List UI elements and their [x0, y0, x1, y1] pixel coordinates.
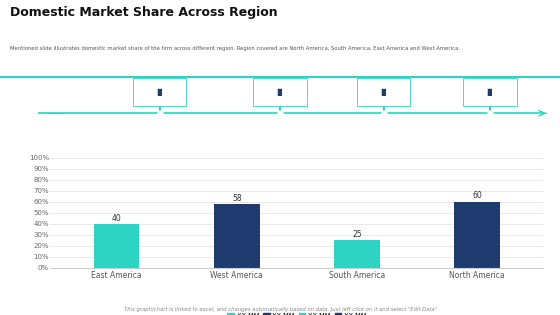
Text: 58: 58 [232, 194, 241, 203]
Text: ▐▌: ▐▌ [378, 89, 389, 95]
Text: ▐▌: ▐▌ [484, 89, 496, 95]
Bar [454, 202, 500, 268]
Text: Mentioned slide illustrates domestic market share of the firm across different r: Mentioned slide illustrates domestic mar… [10, 46, 460, 51]
Bar [334, 240, 380, 268]
Bar [94, 224, 139, 268]
Legend: XX MM, XX MM, XX MM, XX MM: XX MM, XX MM, XX MM, XX MM [225, 310, 369, 315]
Text: 40: 40 [111, 214, 122, 222]
Text: ▐▌: ▐▌ [154, 89, 165, 95]
Text: Text Here: Text Here [371, 120, 396, 125]
FancyBboxPatch shape [357, 78, 410, 106]
Bar [214, 204, 259, 268]
FancyBboxPatch shape [464, 78, 516, 106]
Text: Text Here: Text Here [267, 120, 293, 125]
Text: ~~~~: ~~~~ [48, 111, 66, 116]
Text: Domestic Market Share Across Region: Domestic Market Share Across Region [10, 6, 278, 19]
Text: Key
Takeaways: Key Takeaways [12, 91, 59, 112]
Text: This graph/chart is linked to excel, and changes automatically based on data. Ju: This graph/chart is linked to excel, and… [124, 307, 436, 312]
Text: ▐▌: ▐▌ [274, 89, 286, 95]
FancyBboxPatch shape [253, 78, 306, 106]
Text: ABC firm covers the highest
market share(60%) in North
America and lowest market: ABC firm covers the highest market share… [123, 120, 196, 139]
Text: Text Here: Text Here [477, 120, 503, 125]
Text: 25: 25 [352, 230, 362, 239]
FancyBboxPatch shape [133, 78, 186, 106]
Text: 60: 60 [472, 192, 482, 201]
